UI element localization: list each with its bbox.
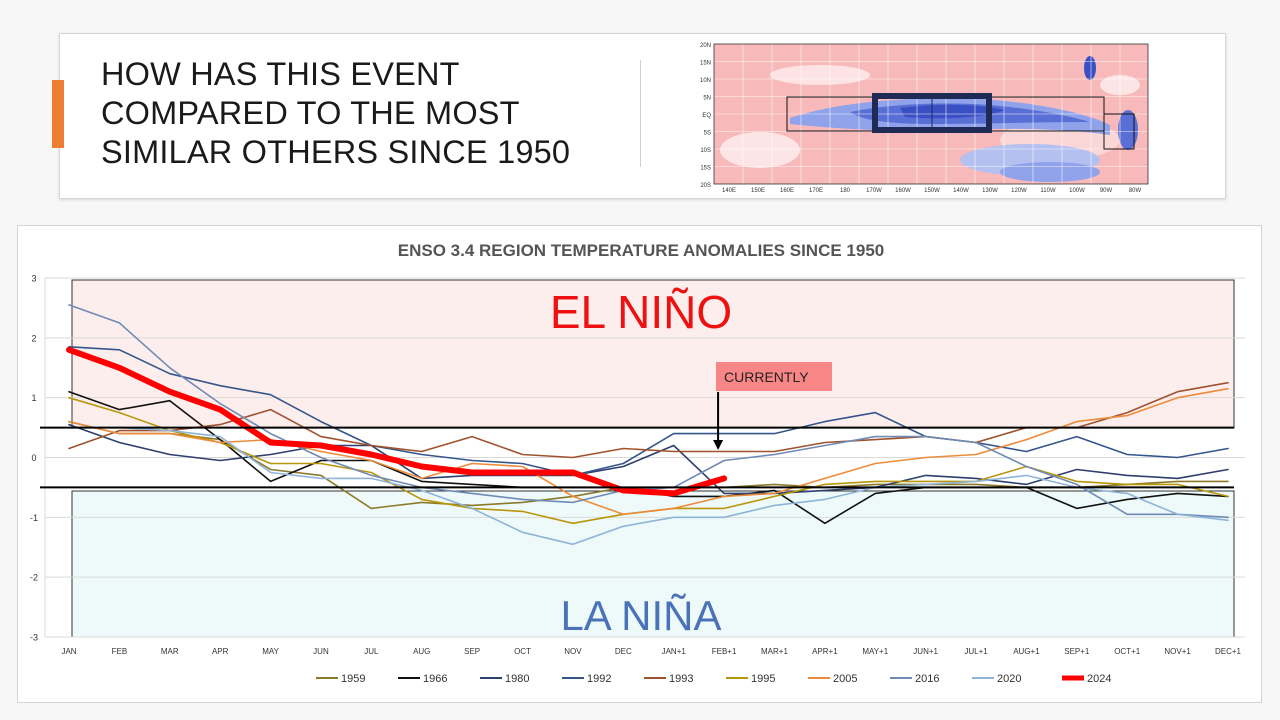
title-line-3: SIMILAR OTHERS SINCE 1950 [101,134,571,170]
x-tick-label: MAR [161,647,179,656]
legend-label-1966: 1966 [423,673,447,685]
series-line-1992 [68,346,1229,477]
x-tick-label: JAN+1 [662,647,687,656]
x-tick-label: APR+1 [812,647,838,656]
y-tick-label: 1 [31,393,36,403]
la-nina-region [71,490,1235,638]
legend-label-2020: 2020 [997,673,1021,685]
y-tick-labels: 3 2 1 0 -1 -2 -3 [30,274,38,643]
legend-label-2024: 2024 [1087,673,1111,685]
x-tick-label: MAR+1 [761,647,788,656]
series-line-1980 [68,423,1229,495]
x-tick-label: FEB+1 [712,647,737,656]
y-tick-label: 2 [31,333,36,343]
title-line-1: HOW HAS THIS EVENT [101,56,460,92]
x-tick-labels: JAN FEB MAR APR MAY JUN JUL AUG SEP OCT NOV DEC JAN+… [61,647,1241,656]
accent-bar [52,80,64,148]
chart-title: ENSO 3.4 REGION TEMPERATURE ANOMALIES SI… [398,241,884,260]
la-nina-label: LA NIÑA [560,592,721,639]
x-tick-label: MAY [262,647,279,656]
header-divider [640,60,641,167]
x-tick-label: JAN [61,647,76,656]
legend-label-1980: 1980 [505,673,529,685]
y-tick-label: 0 [31,453,36,463]
legend-label-1992: 1992 [587,673,611,685]
x-tick-label: FEB [112,647,128,656]
x-tick-label: DEC+1 [1215,647,1242,656]
x-tick-label: APR [212,647,229,656]
x-tick-label: OCT [514,647,531,656]
legend-label-2005: 2005 [833,673,857,685]
x-tick-label: NOV [564,647,582,656]
x-tick-label: AUG [413,647,430,656]
x-tick-label: SEP+1 [1064,647,1090,656]
page-title: HOW HAS THIS EVENT COMPARED TO THE MOST … [101,55,621,172]
x-tick-label: DEC [615,647,632,656]
x-tick-label: SEP [464,647,480,656]
currently-arrowhead [713,440,724,450]
currently-callout-box [716,362,832,391]
y-tick-label: -2 [30,573,38,583]
x-tick-label: JUN [313,647,329,656]
x-tick-label: AUG+1 [1013,647,1040,656]
legend-label-1993: 1993 [669,673,693,685]
y-tick-label: 3 [31,274,36,284]
x-tick-label: MAY+1 [862,647,888,656]
legend: 1959 1966 1980 1992 1993 1995 2005 2016 2020 2024 [316,673,1111,685]
x-tick-label: NOV+1 [1164,647,1191,656]
el-nino-label: EL NIÑO [550,286,732,338]
legend-label-2016: 2016 [915,673,939,685]
x-tick-label: OCT+1 [1114,647,1141,656]
x-tick-label: JUL [364,647,379,656]
series-line-2020 [68,426,1229,546]
y-tick-label: -3 [30,633,38,643]
legend-label-1959: 1959 [341,673,365,685]
x-tick-label: JUN+1 [913,647,938,656]
title-line-2: COMPARED TO THE MOST [101,95,520,131]
legend-label-1995: 1995 [751,673,775,685]
x-tick-label: JUL+1 [964,647,988,656]
el-nino-region [71,279,1235,429]
currently-callout-label: CURRENTLY [724,369,809,385]
y-tick-label: -1 [30,513,38,523]
